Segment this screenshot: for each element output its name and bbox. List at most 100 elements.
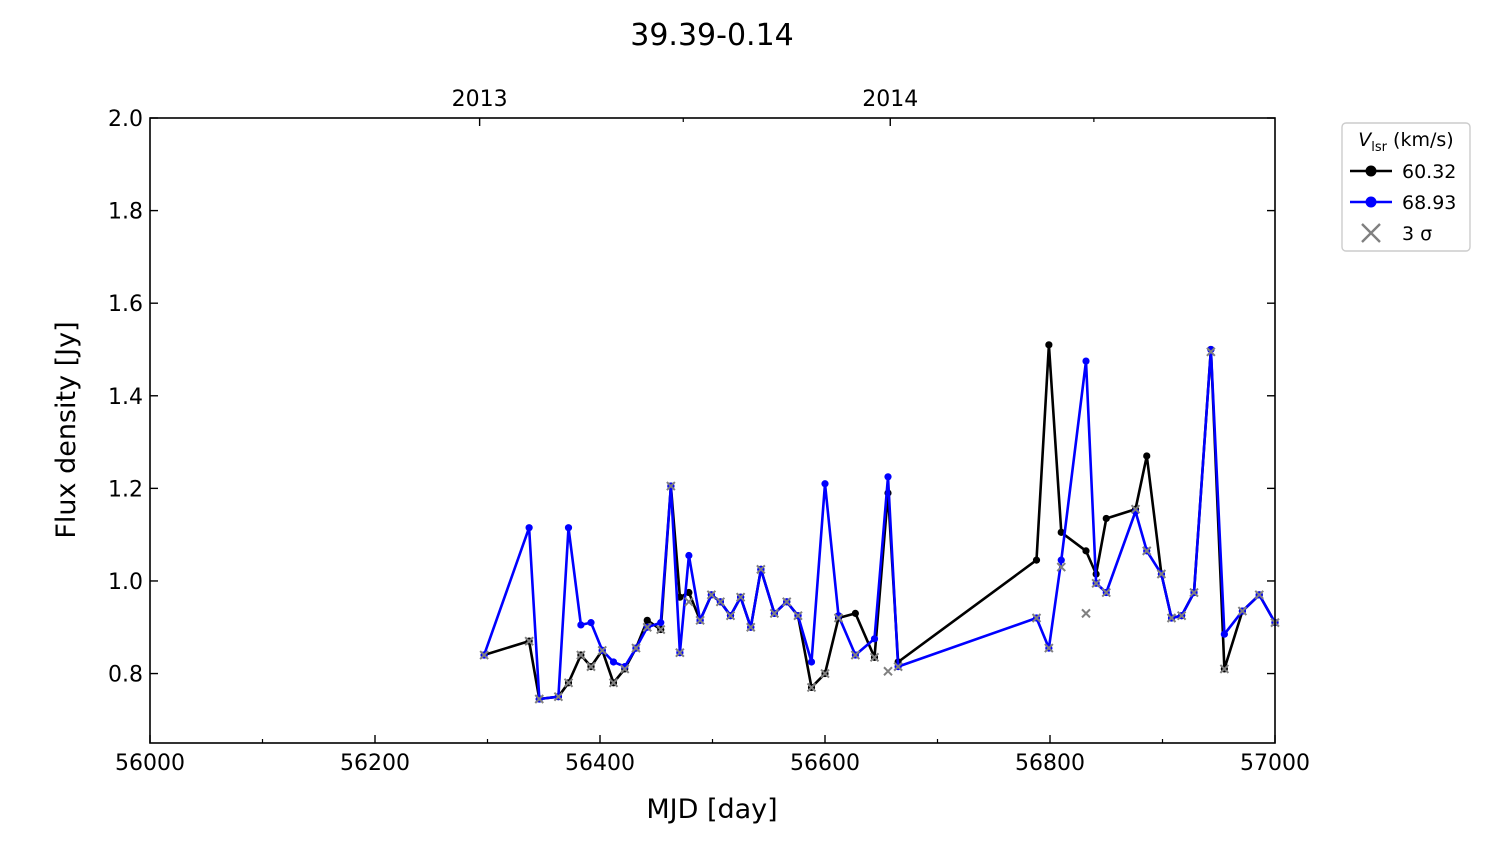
data-point bbox=[1032, 556, 1041, 564]
sigma-point bbox=[1142, 546, 1152, 556]
data-point bbox=[587, 619, 595, 627]
data-point bbox=[1143, 452, 1151, 460]
sigma-point bbox=[631, 643, 641, 653]
data-point bbox=[564, 524, 573, 532]
data-point bbox=[870, 635, 879, 643]
legend-entry: 60.32 bbox=[1350, 161, 1456, 183]
sigma-point bbox=[883, 666, 893, 676]
y-tick-label: 1.2 bbox=[108, 477, 143, 502]
x-tick-label: 56000 bbox=[115, 751, 185, 776]
legend-dot bbox=[1365, 196, 1377, 208]
y-tick-label: 1.4 bbox=[108, 385, 143, 410]
data-point bbox=[1045, 341, 1053, 349]
data-point bbox=[851, 609, 859, 617]
sigma-point bbox=[524, 636, 534, 646]
data-point bbox=[1057, 528, 1065, 536]
sigma-point bbox=[769, 608, 780, 619]
data-point bbox=[1082, 357, 1090, 365]
sigma-point bbox=[820, 668, 830, 679]
sigma-point bbox=[706, 590, 717, 600]
x-tick-label: 56400 bbox=[565, 751, 635, 776]
data-point bbox=[807, 658, 816, 666]
sigma-point bbox=[869, 652, 880, 663]
sigma-point bbox=[586, 661, 596, 672]
axes: 56000 56200 56400 56600 56800 57000 0.8 1.0 1.2 1… bbox=[108, 87, 1310, 776]
data-point bbox=[1057, 556, 1065, 564]
sigma-point bbox=[1206, 347, 1216, 357]
chart-title: 39.39-0.14 bbox=[630, 18, 794, 53]
sigma-point bbox=[725, 610, 736, 621]
legend: Vlsr (km/s) 60.32 68.93 3 σ bbox=[1341, 122, 1471, 252]
sigma-point bbox=[1056, 562, 1066, 572]
sigma-point bbox=[1176, 610, 1187, 621]
legend-dot bbox=[1365, 165, 1377, 177]
sigma-point bbox=[656, 624, 666, 635]
data-point bbox=[685, 588, 693, 597]
y-axis-label: Flux density [Jy] bbox=[51, 321, 82, 538]
top-tick-label: 2013 bbox=[452, 87, 508, 112]
y-tick-label: 1.0 bbox=[108, 570, 143, 595]
legend-entry: 3 σ bbox=[1361, 223, 1432, 245]
data-point bbox=[643, 616, 651, 624]
sigma-point bbox=[1254, 590, 1264, 600]
sigma-point bbox=[893, 661, 903, 672]
sigma-point bbox=[1081, 608, 1091, 619]
sigma-point bbox=[620, 664, 630, 674]
legend-title-unit: (km/s) bbox=[1387, 129, 1454, 151]
data-point bbox=[577, 621, 585, 629]
sigma-point bbox=[675, 648, 685, 658]
legend-x-marker bbox=[1361, 223, 1381, 243]
sigma-point bbox=[746, 622, 756, 632]
legend-title-sub: lsr bbox=[1371, 140, 1387, 155]
y-tick-label: 2.0 bbox=[108, 107, 143, 132]
sigma-point bbox=[793, 610, 803, 621]
legend-entry: 68.93 bbox=[1350, 192, 1456, 214]
legend-title-main: V bbox=[1358, 129, 1373, 151]
sigma-point bbox=[479, 650, 489, 660]
sigma-point bbox=[684, 597, 694, 607]
top-tick-label: 2014 bbox=[862, 87, 918, 112]
sigma-point bbox=[695, 615, 705, 626]
data-point bbox=[1220, 630, 1228, 638]
sigma-point bbox=[1166, 613, 1177, 623]
data-point bbox=[1102, 514, 1110, 523]
sigma-point bbox=[850, 650, 861, 660]
sigma-point bbox=[756, 564, 766, 575]
x-tick-label: 56600 bbox=[790, 751, 860, 776]
sigma-point bbox=[715, 597, 726, 607]
x-tick-label: 56200 bbox=[340, 751, 410, 776]
series-2 bbox=[479, 347, 1280, 704]
legend-label: 60.32 bbox=[1402, 161, 1456, 183]
legend-title: Vlsr (km/s) bbox=[1358, 129, 1453, 155]
data-point bbox=[685, 551, 693, 560]
sigma-point bbox=[1044, 643, 1054, 653]
sigma-point bbox=[597, 645, 607, 656]
data-point bbox=[821, 480, 829, 488]
data-point bbox=[525, 524, 533, 532]
sigma-point bbox=[1031, 613, 1042, 623]
data-point bbox=[609, 658, 618, 666]
legend-label: 3 σ bbox=[1402, 223, 1432, 245]
sigma-point bbox=[666, 481, 676, 491]
sigma-point bbox=[1130, 504, 1141, 514]
sigma-point bbox=[1219, 664, 1230, 674]
data-point bbox=[1082, 547, 1090, 555]
legend-label: 68.93 bbox=[1402, 192, 1456, 214]
data-point bbox=[657, 619, 665, 627]
x-tick-label: 57000 bbox=[1240, 751, 1310, 776]
sigma-point bbox=[1237, 606, 1248, 616]
sigma-point bbox=[608, 678, 619, 688]
sigma-point bbox=[553, 691, 564, 702]
y-tick-label: 1.6 bbox=[108, 292, 143, 317]
plot-area bbox=[479, 341, 1280, 704]
sigma-point bbox=[576, 650, 586, 660]
legend-box bbox=[1341, 122, 1471, 252]
x-axis-label: MJD [day] bbox=[646, 794, 777, 825]
x-tick-label: 56800 bbox=[1015, 751, 1085, 776]
sigma-point bbox=[1101, 587, 1111, 598]
sigma-point bbox=[534, 694, 544, 704]
data-point bbox=[884, 473, 892, 481]
sigma-point bbox=[833, 613, 844, 623]
sigma-point bbox=[735, 592, 746, 602]
